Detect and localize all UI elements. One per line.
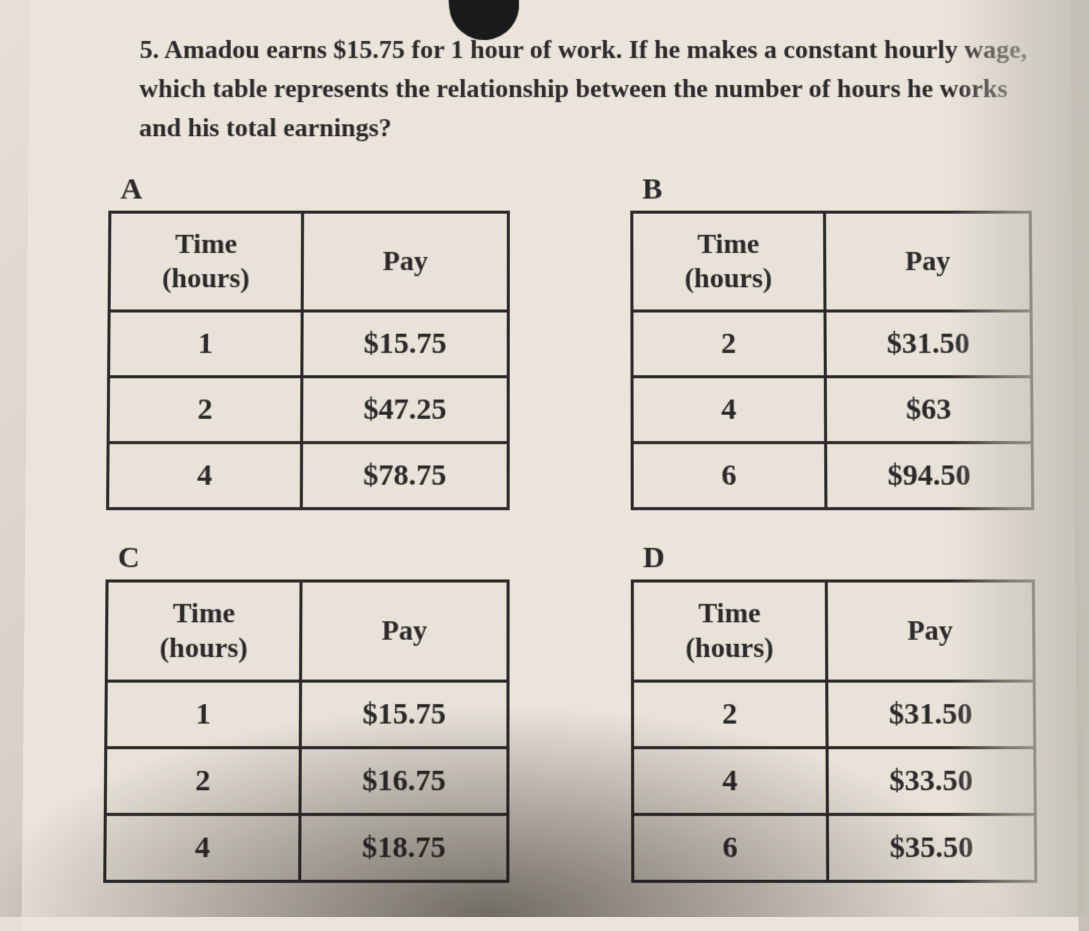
table-c-cell: $16.75	[300, 748, 508, 815]
table-c-header-pay: Pay	[301, 581, 508, 681]
table-a: Time (hours) Pay 1 $15.75 2 $47.25 4 $78…	[106, 211, 510, 511]
table-d-cell: 6	[633, 815, 828, 882]
tables-grid: A Time (hours) Pay 1 $15.75 2 $47.25 4 $…	[83, 172, 1037, 883]
table-c-cell: $18.75	[300, 815, 508, 882]
table-c-cell: 2	[105, 748, 300, 815]
table-a-cell: 2	[108, 377, 302, 443]
table-d-header-pay: Pay	[826, 581, 1034, 681]
table-block-a: A Time (hours) Pay 1 $15.75 2 $47.25 4 $…	[106, 172, 510, 510]
table-c-cell: 1	[106, 681, 301, 748]
table-block-b: B Time (hours) Pay 2 $31.50 4 $63 6 $94.…	[630, 172, 1034, 510]
table-row: 2 $47.25	[108, 377, 508, 443]
table-b-cell: 2	[632, 311, 825, 377]
table-d-header-time: Time (hours)	[632, 581, 827, 681]
table-row: 4 $33.50	[633, 748, 1036, 815]
table-row: 2 $31.50	[632, 681, 1034, 748]
table-b-cell: $94.50	[826, 443, 1033, 509]
table-b: Time (hours) Pay 2 $31.50 4 $63 6 $94.50	[630, 211, 1034, 511]
table-block-d: D Time (hours) Pay 2 $31.50 4 $33.50 6 $…	[631, 541, 1038, 883]
table-d-cell: $35.50	[827, 815, 1035, 882]
table-a-cell: 4	[108, 443, 302, 509]
table-block-c: C Time (hours) Pay 1 $15.75 2 $16.75 4 $…	[103, 541, 509, 883]
table-a-cell: $15.75	[302, 311, 508, 377]
table-b-cell: $63	[825, 377, 1032, 443]
table-a-cell: $47.25	[302, 377, 509, 443]
table-row: 1 $15.75	[109, 311, 509, 377]
question-number: 5.	[140, 35, 160, 64]
table-a-header-time: Time (hours)	[109, 212, 303, 311]
table-c-cell: 4	[105, 815, 300, 882]
table-label-b: B	[630, 172, 1031, 206]
table-b-header-pay: Pay	[825, 212, 1031, 311]
worksheet-page: 5. Amadou earns $15.75 for 1 hour of wor…	[22, 0, 1079, 931]
table-row: 1 $15.75	[106, 681, 508, 748]
table-c: Time (hours) Pay 1 $15.75 2 $16.75 4 $18…	[103, 580, 509, 884]
table-row: 4 $63	[632, 377, 1032, 443]
table-d-cell: $31.50	[827, 681, 1035, 748]
table-c-cell: $15.75	[300, 681, 508, 748]
table-row: 2 $31.50	[632, 311, 1032, 377]
table-row: 2 $16.75	[105, 748, 508, 815]
table-b-cell: 4	[632, 377, 826, 443]
table-b-header-time: Time (hours)	[632, 212, 825, 311]
table-b-cell: $31.50	[825, 311, 1032, 377]
table-d-cell: 4	[633, 748, 828, 815]
table-d-cell: $33.50	[827, 748, 1035, 815]
question-body: Amadou earns $15.75 for 1 hour of work. …	[139, 35, 1027, 142]
table-c-header-time: Time (hours)	[106, 581, 301, 681]
table-row: 4 $18.75	[105, 815, 508, 882]
table-a-cell: $78.75	[301, 443, 508, 509]
table-row: 6 $35.50	[633, 815, 1036, 882]
table-d-cell: 2	[632, 681, 827, 748]
table-row: 4 $78.75	[108, 443, 509, 509]
table-label-a: A	[108, 172, 509, 206]
table-d: Time (hours) Pay 2 $31.50 4 $33.50 6 $35…	[631, 580, 1038, 884]
table-b-cell: 6	[632, 443, 826, 509]
table-label-d: D	[631, 541, 1035, 576]
table-a-cell: 1	[109, 311, 303, 377]
table-a-header-pay: Pay	[302, 212, 508, 311]
table-label-c: C	[106, 541, 510, 576]
table-row: 6 $94.50	[632, 443, 1033, 509]
question-text: 5. Amadou earns $15.75 for 1 hour of wor…	[89, 30, 1031, 147]
